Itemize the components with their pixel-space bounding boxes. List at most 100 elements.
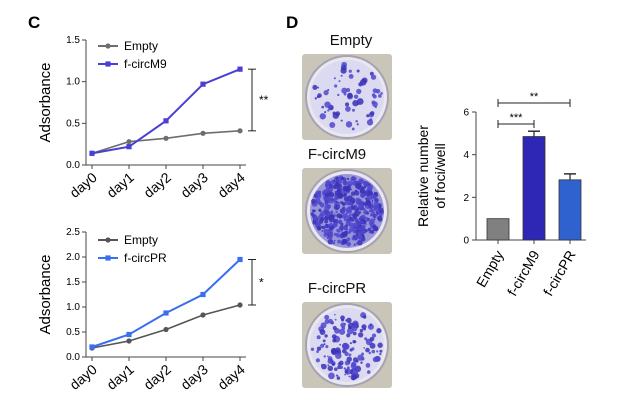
colony-spot	[340, 74, 343, 77]
colony-spot	[379, 210, 382, 213]
colony-spot	[345, 121, 353, 128]
significance-label: **	[259, 93, 269, 107]
data-point	[237, 302, 243, 308]
x-tick-label: day4	[214, 361, 248, 393]
colony-spot	[336, 376, 341, 380]
colony-spot	[361, 352, 365, 356]
colony-spot	[350, 204, 354, 207]
x-tick-label: f-circM9	[504, 247, 543, 298]
colony-spot	[336, 374, 339, 377]
colony-spot	[348, 74, 354, 79]
colony-spot	[346, 327, 354, 335]
colony-spot	[355, 233, 359, 237]
colony-spot	[332, 111, 336, 115]
colony-spot	[350, 369, 354, 373]
colony-spot	[311, 198, 316, 204]
colony-spot	[374, 213, 378, 217]
plate-label: Empty	[329, 32, 373, 49]
colony-spot	[320, 218, 323, 221]
legend-marker	[105, 237, 111, 243]
colony-spot	[317, 226, 321, 231]
colony-spot	[338, 360, 344, 366]
colony-spot	[341, 176, 345, 181]
colony-spot	[352, 222, 359, 228]
colony-spot	[315, 221, 321, 227]
data-point	[200, 81, 206, 87]
panel-c-label: C	[28, 13, 40, 32]
colony-spot	[335, 233, 340, 237]
data-point	[126, 144, 132, 150]
x-tick-label: day1	[103, 169, 137, 201]
colony-spot	[330, 222, 332, 224]
colony-spot	[350, 191, 356, 196]
colony-spot	[376, 350, 379, 353]
colony-spot	[359, 189, 364, 193]
top-line-chart: 0.0 0.5 1.0 1.5 day0 day1 day2 day3 day4 Adsorban…	[37, 35, 269, 201]
colony-spot	[312, 84, 318, 90]
colony-spot	[358, 82, 363, 87]
colony-spot	[343, 367, 346, 370]
colony-spot	[365, 363, 371, 368]
colony-spot	[324, 216, 329, 221]
colony-spot	[346, 177, 350, 181]
x-tick-label: Empty	[473, 248, 507, 290]
colony-spot	[350, 217, 355, 222]
colony-spot	[327, 204, 331, 209]
plate-label: F-circPR	[307, 280, 367, 297]
colony-spot	[340, 322, 346, 328]
colony-spot	[327, 109, 330, 112]
colony-spot	[320, 210, 326, 217]
y-tick-label: 1.0	[66, 77, 80, 88]
panel-d-label-svg: D	[286, 13, 298, 32]
data-point	[163, 326, 169, 333]
colony-spot	[346, 317, 352, 324]
significance-label: ***	[510, 112, 524, 124]
colony-spot	[352, 108, 355, 112]
colony-spot	[367, 227, 371, 232]
bar	[522, 136, 546, 241]
colony-spot	[324, 314, 330, 320]
colony-spot	[320, 363, 325, 368]
colony-spot	[355, 359, 359, 363]
colony-spot	[335, 200, 338, 204]
colony-spot	[315, 358, 320, 363]
colony-plate-image	[302, 168, 392, 254]
colony-spot	[348, 69, 352, 73]
colony-spot	[353, 204, 357, 209]
colony-spot	[328, 192, 335, 198]
x-tick-label: day4	[214, 169, 248, 201]
colony-spot	[341, 238, 348, 245]
colony-spot	[342, 179, 348, 186]
colony-spot	[377, 207, 384, 214]
bar	[558, 179, 582, 241]
panel-d-label: D	[286, 13, 298, 32]
colony-spot	[341, 211, 345, 215]
colony-spot	[353, 243, 356, 246]
colony-spot	[346, 88, 351, 93]
colony-spot	[331, 334, 337, 339]
colony-spot	[353, 216, 357, 219]
colony-spot	[327, 238, 334, 245]
colony-spot	[321, 229, 324, 232]
colony-spot	[362, 315, 367, 319]
colony-spot	[371, 199, 374, 203]
colony-spot	[374, 198, 379, 203]
legend-entry: Empty	[124, 39, 158, 53]
data-point	[126, 331, 132, 338]
y-axis-label: Adsorbance	[37, 254, 54, 334]
colony-spot	[367, 212, 370, 215]
colony-spot	[339, 343, 342, 346]
colony-spot	[372, 94, 377, 99]
colony-spot	[380, 92, 383, 95]
y-axis-label: Adsorbance	[37, 62, 54, 142]
colony-spot	[337, 203, 340, 207]
data-point	[89, 150, 95, 156]
colony-spot	[369, 342, 376, 349]
colony-spot	[366, 114, 370, 118]
colony-spot	[341, 87, 348, 94]
colony-spot	[324, 192, 330, 198]
legend-entry: f-circM9	[124, 57, 167, 71]
colony-spot	[352, 331, 357, 336]
colony-spot	[343, 196, 349, 202]
